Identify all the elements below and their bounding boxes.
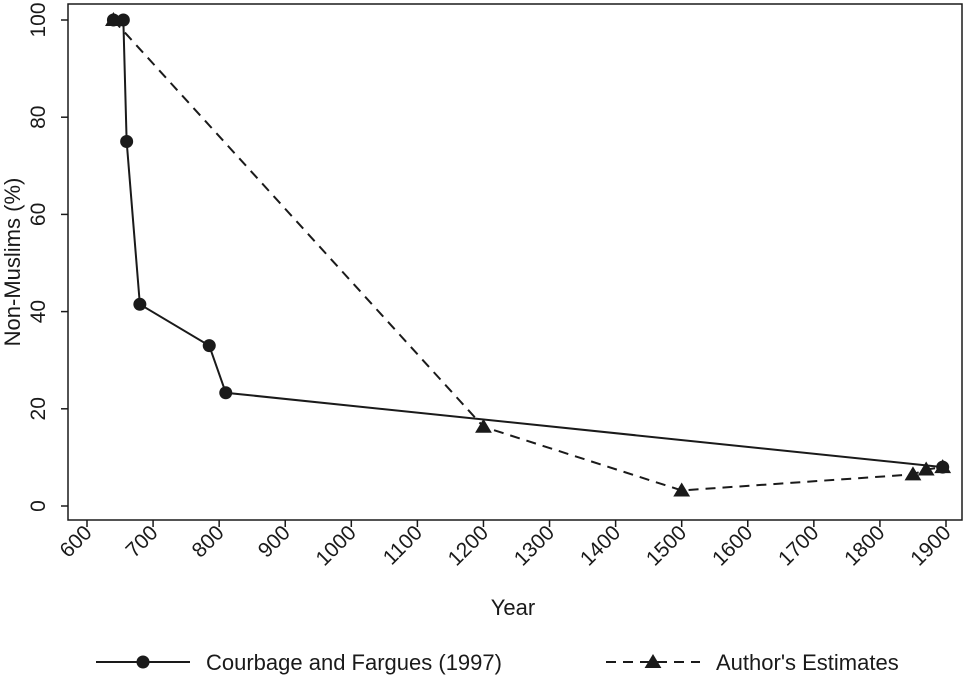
x-tick-label: 1400 (576, 521, 625, 570)
triangle-marker (904, 466, 922, 481)
x-tick-label: 1000 (312, 521, 361, 570)
x-tick-label: 1600 (708, 521, 757, 570)
x-tick-label: 1300 (510, 521, 559, 570)
x-tick-label: 600 (55, 521, 96, 562)
circle-marker (133, 297, 147, 311)
legend: Courbage and Fargues (1997) Author's Esti… (96, 650, 899, 675)
circle-marker (202, 339, 216, 353)
y-axis-title: Non-Muslims (%) (0, 178, 25, 347)
legend-triangle-marker (644, 654, 662, 668)
y-tick-label: 0 (27, 500, 50, 512)
x-tick-label: 1500 (642, 521, 691, 570)
y-tick-label: 20 (27, 397, 50, 420)
legend-circle-marker (136, 655, 150, 669)
triangle-marker (917, 461, 935, 476)
y-axis: 0 20 40 60 80 100 (27, 2, 68, 512)
legend-item: Author's Estimates (606, 650, 899, 675)
y-tick-label: 100 (27, 2, 50, 37)
circle-marker (120, 135, 134, 148)
x-tick-label: 800 (188, 521, 229, 562)
legend-label: Author's Estimates (716, 650, 899, 675)
x-tick-label: 1200 (444, 521, 493, 570)
x-tick-label: 1900 (906, 521, 955, 570)
legend-item: Courbage and Fargues (1997) (96, 650, 502, 675)
x-tick-label: 1100 (379, 521, 427, 569)
triangle-marker (105, 12, 122, 26)
y-tick-label: 60 (27, 203, 50, 226)
series-line (112, 19, 943, 492)
x-tick-label: 700 (122, 521, 163, 562)
series-1 (106, 13, 950, 474)
x-axis-title: Year (491, 595, 535, 620)
series-line (113, 19, 943, 469)
triangle-marker (673, 482, 691, 497)
plot-area (67, 3, 963, 521)
x-tick-label: 1800 (840, 521, 889, 570)
series-2 (105, 12, 952, 497)
triangle-marker (934, 459, 952, 474)
y-tick-label: 80 (27, 106, 50, 129)
legend-label: Courbage and Fargues (1997) (206, 650, 502, 675)
series-layer (105, 12, 952, 497)
circle-marker (219, 386, 233, 400)
plot-border (67, 3, 963, 521)
triangle-marker (475, 418, 492, 433)
y-tick-label: 40 (27, 300, 50, 323)
x-axis: 600 700 800 900 1000 1100 1200 1300 1400 1500 1600… (55, 520, 956, 571)
x-tick-label: 1700 (774, 521, 823, 570)
x-tick-label: 900 (254, 521, 295, 562)
